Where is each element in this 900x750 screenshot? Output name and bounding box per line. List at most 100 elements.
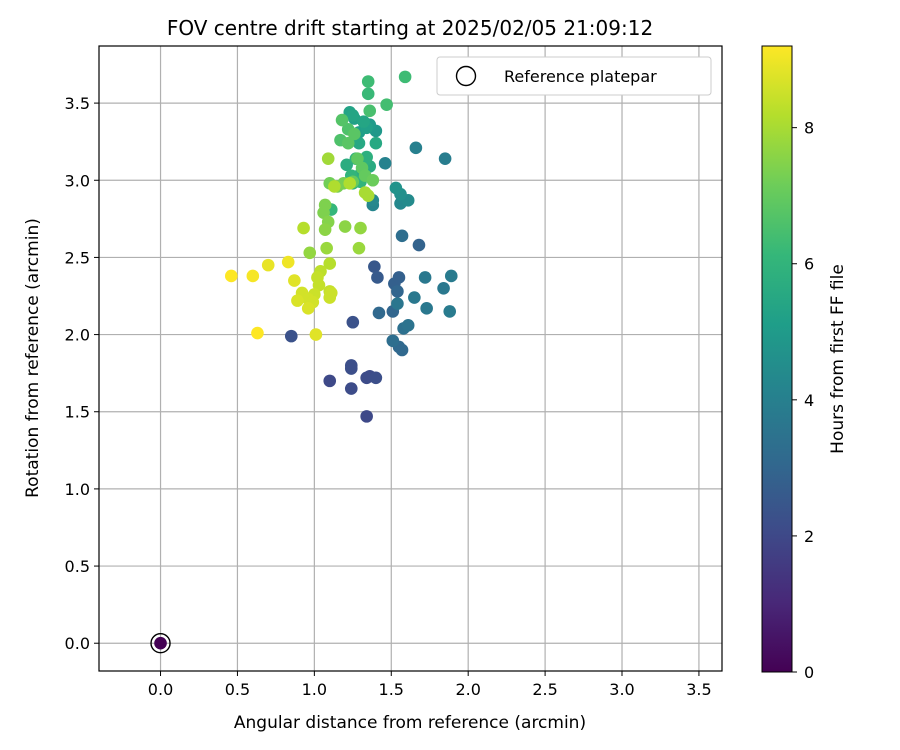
data-point xyxy=(321,152,335,165)
x-axis-ticks: 0.0 0.5 1.0 1.5 2.0 2.5 3.0 3.5 xyxy=(148,671,712,699)
data-point xyxy=(363,104,377,118)
data-point xyxy=(444,269,458,283)
data-point xyxy=(438,152,452,165)
data-point xyxy=(328,180,341,193)
data-point xyxy=(301,302,315,315)
x-tick-label: 3.5 xyxy=(686,680,711,699)
data-point xyxy=(420,302,433,315)
data-point xyxy=(335,113,349,127)
data-point xyxy=(246,269,260,283)
data-point xyxy=(378,156,392,170)
data-point xyxy=(344,359,358,372)
data-point xyxy=(361,75,375,88)
data-point xyxy=(346,315,360,329)
data-point xyxy=(369,371,383,385)
data-point xyxy=(340,158,353,172)
colorbar-tick-label: 4 xyxy=(804,391,814,410)
grid xyxy=(99,46,722,671)
data-point xyxy=(344,382,358,395)
data-point xyxy=(408,291,421,304)
y-tick-label: 2.0 xyxy=(65,326,90,345)
y-tick-label: 0.5 xyxy=(65,557,90,576)
chart-title: FOV centre drift starting at 2025/02/05 … xyxy=(167,16,653,40)
legend-box xyxy=(436,56,712,96)
data-point xyxy=(291,294,304,307)
data-point xyxy=(369,136,383,150)
data-point xyxy=(281,255,295,269)
colorbar-tick-label: 6 xyxy=(804,255,814,274)
data-point xyxy=(366,173,380,187)
plot-frame xyxy=(98,45,723,672)
data-point xyxy=(386,334,400,348)
colorbar: 0 2 4 6 8 Hours from first FF file xyxy=(761,45,848,682)
data-point xyxy=(224,269,238,283)
y-tick-label: 2.5 xyxy=(65,248,90,267)
x-tick-label: 1.0 xyxy=(302,680,327,699)
x-axis-label: Angular distance from reference (arcmin) xyxy=(234,713,586,733)
data-point xyxy=(284,329,298,343)
data-point xyxy=(338,220,352,233)
legend-label-reference: Reference platepar xyxy=(504,67,657,86)
data-point xyxy=(398,70,412,84)
colorbar-label: Hours from first FF file xyxy=(828,264,848,454)
reference-marker xyxy=(150,633,171,654)
data-point xyxy=(297,221,310,235)
reference-marker-group xyxy=(150,633,171,654)
colorbar-frame xyxy=(761,45,793,673)
colorbar-tick-label: 8 xyxy=(804,119,814,138)
colorbar-ticks: 0 2 4 6 8 xyxy=(792,119,814,682)
data-point xyxy=(437,281,450,295)
data-point xyxy=(354,221,367,235)
data-point xyxy=(409,141,423,155)
data-point xyxy=(341,136,355,150)
x-tick-label: 0.5 xyxy=(225,680,250,699)
y-tick-label: 3.0 xyxy=(65,171,90,190)
y-axis-ticks: 0.0 0.5 1.0 1.5 2.0 2.5 3.0 3.5 xyxy=(65,94,99,653)
data-point xyxy=(389,181,403,195)
legend: Reference platepar xyxy=(436,56,712,96)
data-point xyxy=(288,274,301,287)
data-point xyxy=(392,271,406,284)
data-point xyxy=(343,177,357,190)
data-point xyxy=(380,98,393,111)
data-point xyxy=(371,271,384,284)
data-point xyxy=(320,241,333,255)
x-tick-label: 1.5 xyxy=(379,680,404,699)
x-tick-label: 0.0 xyxy=(148,680,173,699)
x-tick-label: 3.0 xyxy=(609,680,634,699)
data-point xyxy=(395,229,409,243)
data-point xyxy=(346,109,360,122)
y-tick-label: 0.0 xyxy=(65,634,90,653)
data-point xyxy=(395,343,409,357)
data-point xyxy=(323,291,337,304)
scatter-points xyxy=(154,70,458,650)
data-point xyxy=(357,115,370,128)
data-point xyxy=(352,241,366,255)
data-point xyxy=(443,305,457,318)
legend-marker xyxy=(455,65,477,87)
colorbar-tick-label: 0 xyxy=(804,663,814,682)
data-point xyxy=(358,186,372,199)
data-point xyxy=(418,271,432,284)
y-tick-label: 1.5 xyxy=(65,403,90,422)
data-point xyxy=(361,87,375,101)
data-point xyxy=(154,636,167,650)
data-point xyxy=(368,260,381,273)
x-tick-label: 2.0 xyxy=(455,680,480,699)
data-point xyxy=(372,306,386,320)
data-point xyxy=(391,297,404,311)
x-tick-label: 2.5 xyxy=(532,680,557,699)
data-point xyxy=(401,319,415,332)
data-point xyxy=(318,223,332,236)
colorbar-tick-label: 2 xyxy=(804,527,814,546)
y-tick-label: 1.0 xyxy=(65,480,90,499)
data-point xyxy=(391,285,404,298)
data-point xyxy=(348,127,361,141)
data-point xyxy=(251,326,264,340)
data-point xyxy=(261,258,275,272)
data-point xyxy=(360,410,373,423)
data-point xyxy=(412,238,426,252)
colorbar-gradient xyxy=(762,46,792,672)
